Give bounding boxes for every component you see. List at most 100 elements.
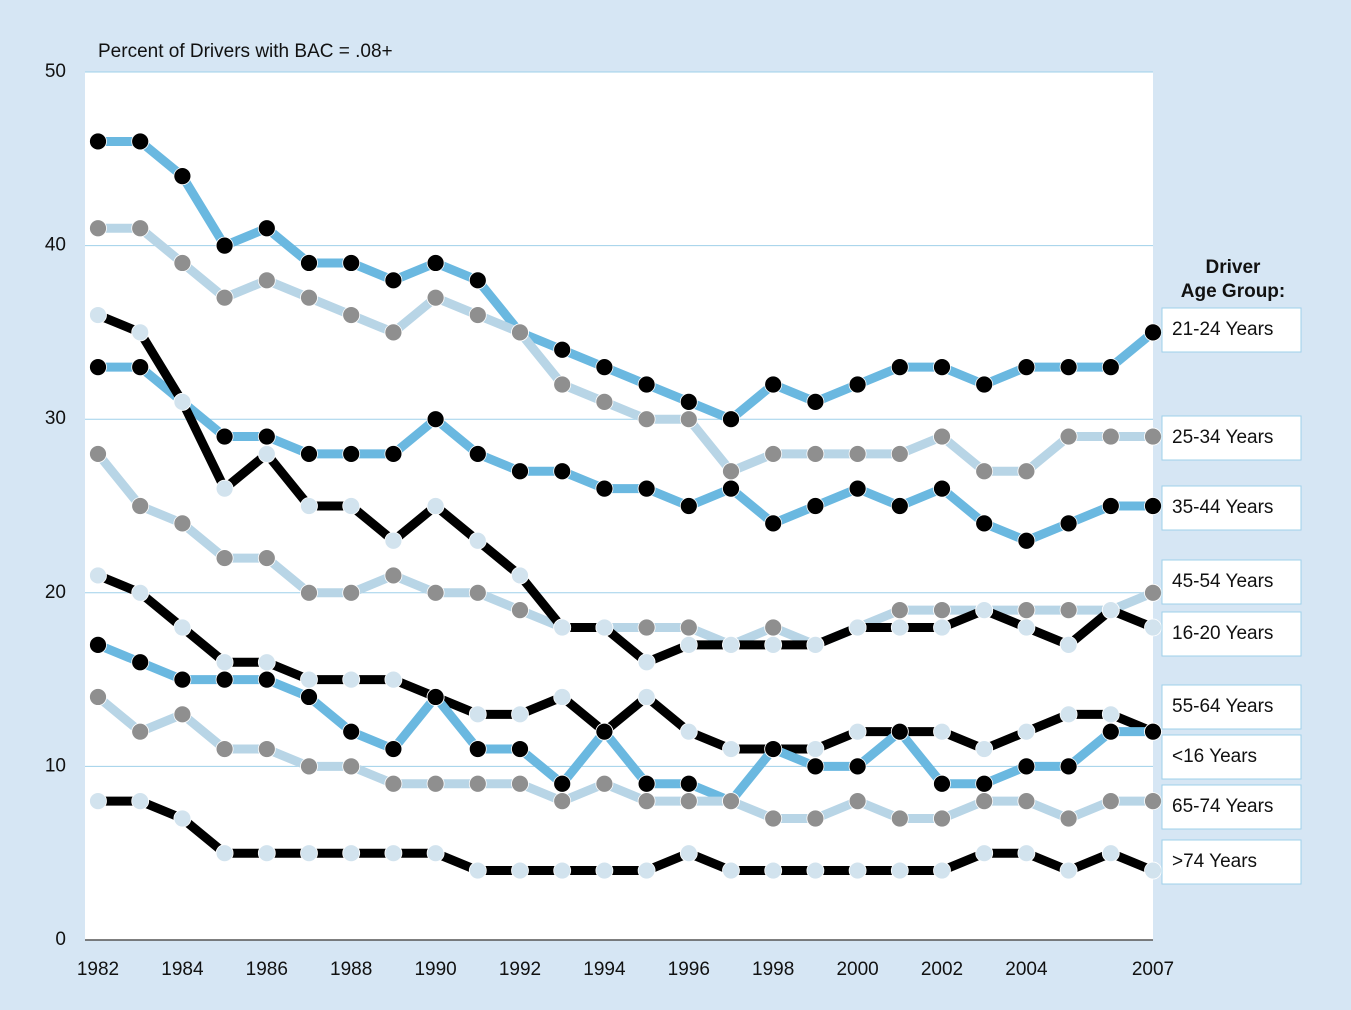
x-tick-label: 1990 bbox=[414, 959, 456, 980]
data-point bbox=[215, 653, 234, 672]
x-tick-label: 1992 bbox=[499, 959, 541, 980]
data-point bbox=[300, 757, 318, 776]
legend-label: 35-44 Years bbox=[1172, 497, 1273, 518]
data-point bbox=[426, 583, 445, 602]
legend-title-line: Driver bbox=[1206, 257, 1262, 278]
data-point bbox=[173, 254, 192, 272]
data-point bbox=[722, 635, 740, 654]
data-point bbox=[679, 410, 698, 429]
data-point bbox=[848, 757, 867, 776]
data-point bbox=[933, 809, 951, 828]
data-point bbox=[806, 740, 825, 758]
data-point bbox=[257, 219, 276, 238]
data-point bbox=[806, 809, 825, 828]
data-point bbox=[975, 514, 994, 533]
data-point bbox=[637, 653, 656, 672]
data-point bbox=[848, 445, 867, 463]
data-point bbox=[848, 861, 867, 880]
data-point bbox=[890, 497, 909, 515]
data-point bbox=[384, 271, 403, 290]
data-point bbox=[300, 844, 318, 863]
data-point bbox=[722, 740, 740, 758]
data-point bbox=[848, 792, 867, 811]
x-tick-label: 2007 bbox=[1132, 959, 1174, 980]
data-point bbox=[1144, 861, 1162, 880]
data-point bbox=[848, 375, 867, 394]
data-point bbox=[511, 601, 529, 620]
data-point bbox=[426, 774, 445, 793]
data-point bbox=[975, 375, 994, 394]
data-point bbox=[131, 722, 150, 741]
data-point bbox=[595, 358, 614, 377]
data-point bbox=[1144, 497, 1162, 515]
data-point bbox=[89, 688, 107, 706]
data-point bbox=[722, 792, 740, 811]
data-point bbox=[637, 479, 656, 498]
data-point bbox=[637, 375, 656, 394]
data-point bbox=[890, 445, 909, 463]
data-point bbox=[595, 774, 614, 793]
data-point bbox=[300, 583, 318, 602]
data-point bbox=[637, 618, 656, 637]
data-point bbox=[1101, 844, 1120, 863]
data-point bbox=[1101, 722, 1120, 741]
data-point bbox=[1017, 757, 1036, 776]
data-point bbox=[384, 774, 403, 793]
data-point bbox=[131, 219, 150, 238]
data-point bbox=[89, 358, 107, 377]
data-point bbox=[1144, 792, 1162, 811]
data-point bbox=[342, 670, 361, 689]
data-point bbox=[1059, 757, 1078, 776]
data-point bbox=[679, 844, 698, 863]
data-point bbox=[131, 653, 150, 672]
data-point bbox=[1059, 427, 1078, 446]
data-point bbox=[215, 670, 234, 689]
data-point bbox=[426, 410, 445, 429]
legend-label: >74 Years bbox=[1172, 851, 1257, 872]
data-point bbox=[933, 427, 951, 446]
legend-title-line: Age Group: bbox=[1181, 281, 1286, 302]
data-point bbox=[342, 844, 361, 863]
data-point bbox=[426, 254, 445, 272]
data-point bbox=[384, 566, 403, 585]
legend-label: 65-74 Years bbox=[1172, 796, 1273, 817]
data-point bbox=[215, 844, 234, 863]
data-point bbox=[89, 635, 107, 654]
legend-label: <16 Years bbox=[1172, 746, 1257, 767]
data-point bbox=[173, 167, 192, 186]
data-point bbox=[1017, 618, 1036, 637]
data-point bbox=[679, 497, 698, 515]
data-point bbox=[342, 254, 361, 272]
data-point bbox=[553, 340, 572, 359]
data-point bbox=[215, 740, 234, 758]
data-point bbox=[764, 514, 783, 533]
data-point bbox=[637, 792, 656, 811]
data-point bbox=[300, 254, 318, 272]
data-point bbox=[173, 809, 192, 828]
data-point bbox=[426, 688, 445, 706]
data-point bbox=[595, 618, 614, 637]
data-point bbox=[764, 809, 783, 828]
data-point bbox=[342, 583, 361, 602]
data-point bbox=[764, 618, 783, 637]
data-point bbox=[468, 705, 487, 724]
data-point bbox=[1059, 358, 1078, 377]
data-point bbox=[342, 497, 361, 515]
data-point bbox=[1144, 427, 1162, 446]
data-point bbox=[553, 618, 572, 637]
data-point bbox=[722, 410, 740, 429]
data-point bbox=[131, 497, 150, 515]
data-point bbox=[595, 392, 614, 411]
data-point bbox=[1144, 323, 1162, 342]
data-point bbox=[1101, 601, 1120, 620]
data-point bbox=[173, 618, 192, 637]
data-point bbox=[89, 792, 107, 811]
data-point bbox=[848, 722, 867, 741]
legend-box bbox=[1161, 415, 1302, 461]
data-point bbox=[722, 861, 740, 880]
legend-box bbox=[1161, 734, 1302, 780]
data-point bbox=[975, 774, 994, 793]
data-point bbox=[1101, 705, 1120, 724]
data-point bbox=[1144, 583, 1162, 602]
data-point bbox=[257, 271, 276, 290]
